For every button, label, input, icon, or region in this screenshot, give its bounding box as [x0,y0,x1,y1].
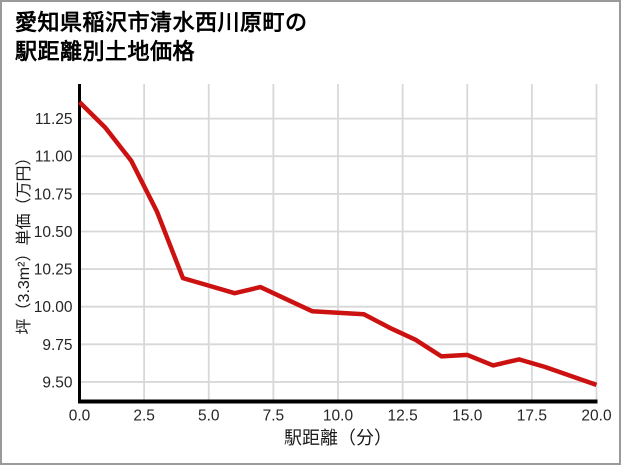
x-tick-label: 10.0 [323,408,354,425]
y-tick-label: 9.50 [42,374,73,391]
y-tick-label: 9.75 [42,337,72,354]
x-tick-label: 0.0 [69,408,91,425]
y-tick-label: 10.00 [34,299,73,316]
chart-title: 愛知県稲沢市清水西川原町の 駅距離別土地価格 [15,10,308,64]
price-line-series [77,100,598,388]
y-tick-label: 10.50 [34,224,73,241]
y-tick-label: 10.75 [34,186,73,203]
y-tick-label: 11.00 [35,149,73,166]
x-tick-label: 12.5 [388,408,418,425]
y-tick-label: 11.25 [35,111,73,128]
x-tick-label: 7.5 [263,408,285,425]
x-tick-label: 5.0 [198,408,220,425]
x-tick-label: 15.0 [452,408,483,425]
x-tick-label: 17.5 [517,408,547,425]
x-tick-label: 2.5 [133,408,155,425]
y-tick-label: 10.25 [34,262,73,279]
x-tick-label: 20.0 [581,408,612,425]
x-axis-title: 駅距離（分） [284,428,392,448]
